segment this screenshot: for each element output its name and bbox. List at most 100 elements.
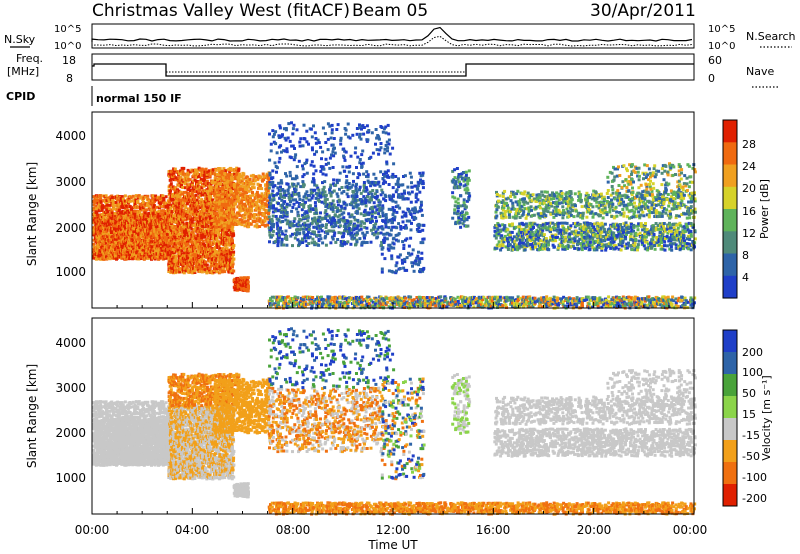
power-cell — [206, 206, 209, 210]
power-cell — [177, 209, 181, 213]
power-cell — [177, 198, 181, 202]
power-cell — [150, 253, 154, 257]
power-cell — [121, 201, 125, 205]
power-cell — [324, 243, 328, 247]
power-cell — [252, 186, 256, 190]
power-cell — [114, 227, 118, 231]
power-cell — [323, 190, 327, 194]
nsky-series — [91, 26, 693, 42]
power-cell — [227, 208, 231, 212]
power-cell — [305, 190, 309, 194]
power-cell — [145, 208, 148, 212]
power-cell — [106, 210, 110, 213]
power-cell — [130, 230, 134, 234]
power-cell — [299, 185, 303, 189]
power-cell — [215, 229, 219, 233]
power-cell — [146, 194, 150, 198]
power-cell — [317, 230, 321, 234]
power-cell — [215, 242, 219, 246]
power-cell — [269, 206, 273, 210]
power-cell — [96, 247, 100, 251]
power-cell — [291, 244, 294, 248]
power-cell — [202, 225, 206, 229]
power-cell — [181, 216, 185, 220]
power-cell — [152, 232, 156, 236]
power-cell — [200, 258, 204, 262]
power-cell — [202, 218, 206, 222]
power-cell — [291, 232, 294, 236]
power-cell — [325, 223, 328, 227]
power-cell — [114, 241, 118, 245]
power-cell — [132, 211, 136, 215]
power-cell — [121, 197, 125, 201]
power-cell — [182, 271, 186, 275]
power-cell — [195, 237, 199, 241]
power-cell — [167, 262, 171, 266]
power-cell — [98, 228, 102, 232]
power-cell — [118, 238, 122, 242]
power-cell — [183, 261, 186, 265]
power-cell — [138, 210, 142, 214]
power-cell — [193, 239, 197, 243]
power-cell — [92, 256, 96, 260]
power-cell — [175, 268, 179, 272]
power-cell — [115, 256, 119, 260]
power-cell — [313, 230, 316, 234]
power-cell — [174, 219, 178, 223]
power-cell — [215, 231, 219, 235]
power-cell — [268, 240, 271, 244]
power-cell — [114, 224, 118, 228]
power-cell — [136, 196, 140, 200]
power-cell — [231, 232, 235, 236]
power-cell — [164, 213, 168, 217]
power-cell — [207, 238, 211, 242]
power-cell — [179, 268, 183, 272]
power-cell — [197, 242, 201, 246]
power-cell — [122, 216, 126, 220]
power-cell — [107, 225, 111, 229]
power-cell — [322, 185, 326, 189]
power-cell — [176, 248, 180, 252]
power-cell — [115, 231, 119, 235]
power-cell — [208, 240, 212, 244]
power-cell — [210, 210, 214, 214]
power-cell — [221, 217, 225, 221]
power-cell — [140, 203, 144, 207]
power-cell — [219, 181, 223, 185]
power-cell — [167, 270, 171, 273]
power-cell — [105, 207, 109, 211]
power-cell — [208, 266, 212, 270]
power-cell — [217, 191, 221, 195]
power-cell — [121, 206, 125, 210]
power-cell — [193, 250, 197, 254]
power-cell — [224, 169, 228, 173]
power-cell — [190, 227, 194, 231]
power-cell — [273, 184, 277, 188]
power-cell — [197, 230, 201, 234]
power-cell — [127, 197, 131, 201]
power-cell — [320, 229, 324, 233]
power-cell — [285, 202, 289, 206]
power-cell — [232, 257, 236, 261]
power-cell — [180, 252, 184, 256]
power-cell — [143, 211, 147, 215]
power-cell — [197, 216, 201, 219]
power-cell — [289, 200, 292, 204]
power-cell — [121, 252, 125, 256]
power-cell — [204, 232, 208, 236]
power-cell — [129, 252, 133, 256]
power-cell — [178, 251, 182, 254]
power-cell — [125, 229, 129, 232]
power-cell — [113, 239, 117, 243]
date-label: 30/Apr/2011 — [590, 1, 696, 21]
power-cell — [180, 204, 184, 208]
power-cell — [218, 247, 222, 251]
power-cell — [100, 206, 104, 210]
power-cell — [187, 207, 191, 211]
power-cell — [146, 256, 150, 260]
power-cell — [319, 211, 322, 215]
power-cell — [97, 203, 101, 207]
power-cell — [279, 226, 282, 230]
power-cell — [94, 204, 98, 208]
power-cell — [191, 237, 195, 241]
